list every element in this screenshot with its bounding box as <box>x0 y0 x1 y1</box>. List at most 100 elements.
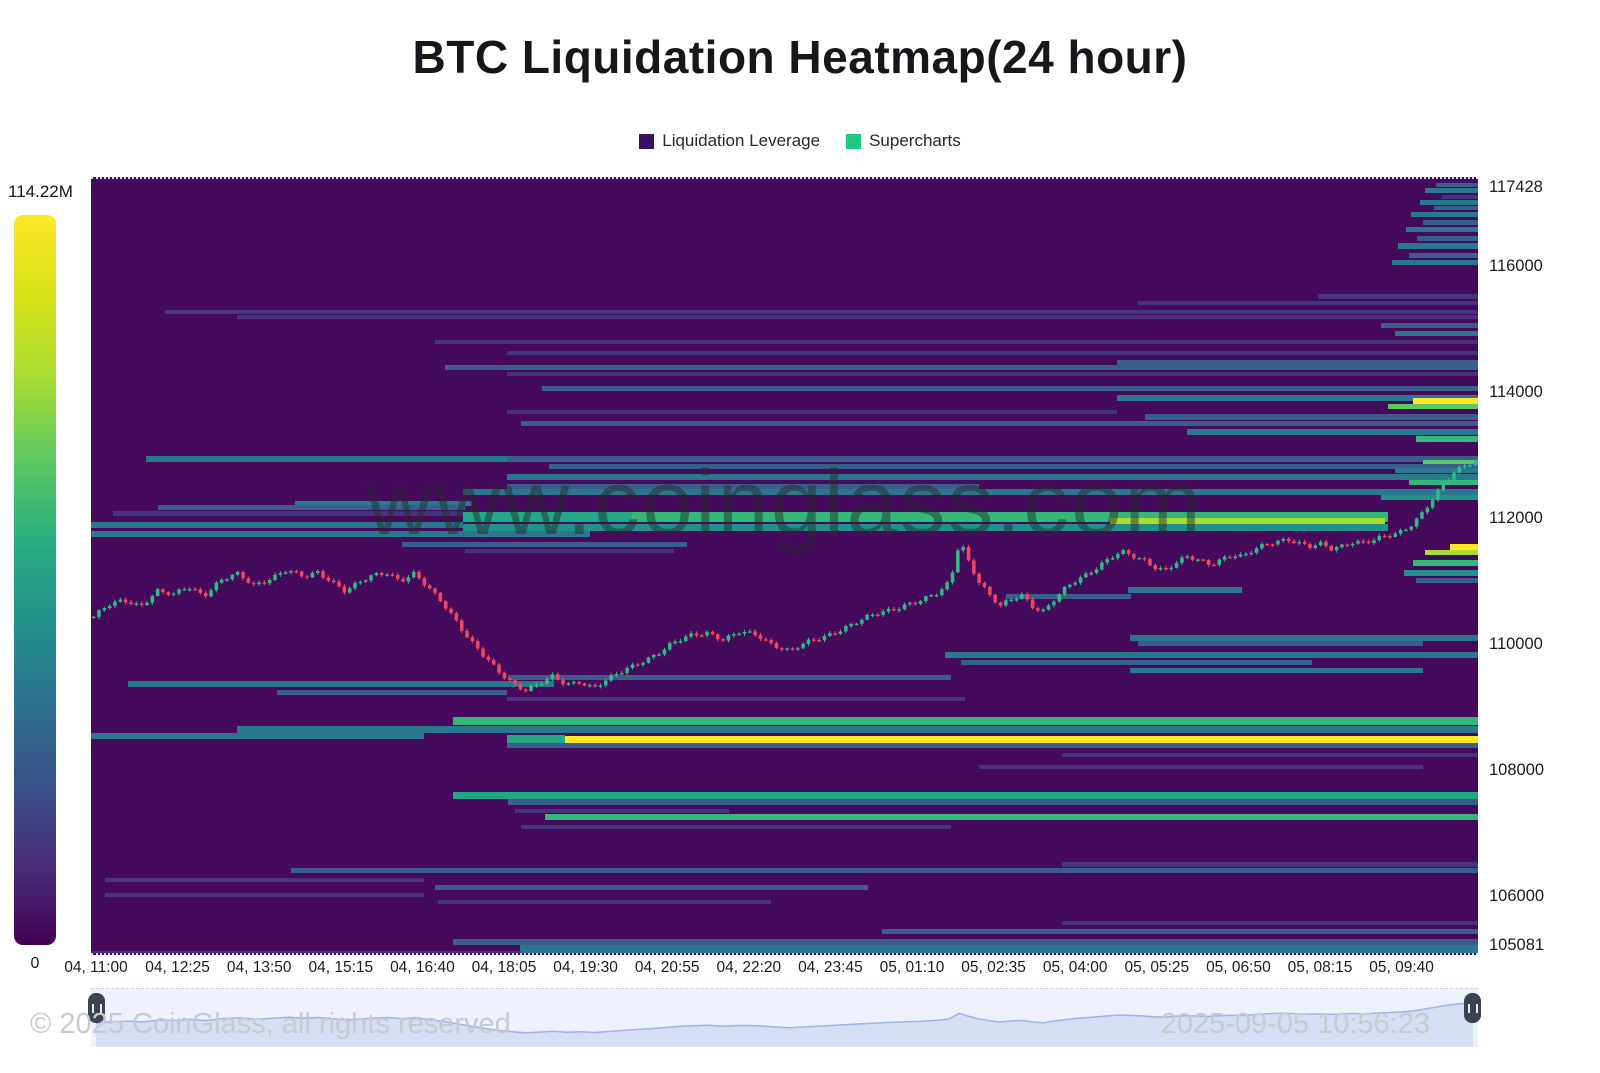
time-tick-label: 04, 23:45 <box>798 959 863 976</box>
heatmap-band <box>1404 569 1478 576</box>
copyright-text: © 2025 CoinGlass, all rights reserved <box>30 1008 511 1040</box>
heatmap-band <box>1186 429 1478 436</box>
heatmap-band <box>519 944 1478 951</box>
heatmap-band <box>434 884 868 890</box>
heatmap-band <box>1380 323 1478 329</box>
heatmap-band <box>1415 436 1478 443</box>
heatmap-band <box>1061 753 1478 758</box>
heatmap-band <box>1450 543 1478 551</box>
heatmap-band <box>1405 227 1478 233</box>
heatmap-band <box>507 410 1118 415</box>
chart-legend: Liquidation Leverage Supercharts <box>0 131 1600 151</box>
heatmap-band <box>462 523 1388 531</box>
heatmap-band <box>544 814 1478 821</box>
heatmap-band <box>1392 260 1478 266</box>
heatmap-band <box>91 951 521 953</box>
price-candlestick-layer <box>91 459 1478 694</box>
heatmap-band <box>276 689 508 695</box>
heatmap-band <box>1422 219 1478 225</box>
heatmap-band <box>91 530 591 537</box>
price-tick-label: 108000 <box>1489 761 1545 780</box>
heatmap-band <box>1061 861 1478 867</box>
heatmap-band <box>462 489 1478 496</box>
time-tick-label: 05, 06:50 <box>1206 959 1271 976</box>
colorbar-max-label: 114.22M <box>8 182 73 201</box>
heatmap-band <box>1006 594 1132 600</box>
heatmap-band <box>507 351 1478 356</box>
heatmap-band <box>104 893 424 898</box>
navigator-right-handle[interactable] <box>1464 993 1481 1023</box>
heatmap-band <box>1387 404 1478 410</box>
heatmap-band <box>91 522 463 529</box>
time-tick-label: 04, 16:40 <box>390 959 455 976</box>
snapshot-timestamp: 2025-09-05 10:56:23 <box>1160 1008 1430 1040</box>
heatmap-band <box>507 372 1478 377</box>
intensity-colorbar <box>14 215 56 945</box>
navigator-minichart <box>95 1002 1474 1047</box>
heatmap-band <box>978 764 1423 769</box>
time-tick-label: 05, 05:25 <box>1124 959 1190 976</box>
heatmap-band <box>1436 182 1478 187</box>
heatmap-band <box>1138 301 1478 305</box>
heatmap-band <box>1419 199 1478 205</box>
heatmap-band <box>104 878 424 883</box>
heatmap-band <box>565 736 1478 745</box>
heatmap-band <box>520 824 951 829</box>
page-title: BTC Liquidation Heatmap(24 hour) <box>412 31 1188 83</box>
legend-label: Supercharts <box>869 131 961 150</box>
legend-item-supercharts[interactable]: Supercharts <box>846 131 961 151</box>
navigator-left-handle[interactable] <box>88 993 105 1023</box>
heatmap-band <box>1318 294 1478 300</box>
time-tick-label: 04, 20:55 <box>634 959 700 976</box>
heatmap-band <box>1412 560 1478 567</box>
legend-swatch-purple <box>639 133 655 149</box>
heatmap-band <box>453 717 1478 726</box>
time-tick-label: 04, 19:30 <box>553 959 618 976</box>
heatmap-band <box>520 421 1478 427</box>
heatmap-band <box>236 726 1478 734</box>
heatmap-band <box>444 364 1478 370</box>
heatmap-band <box>548 464 1478 470</box>
price-tick-label: 116000 <box>1489 256 1543 275</box>
time-tick-label: 04, 12:25 <box>145 959 210 976</box>
heatmap-band <box>1416 236 1478 242</box>
heatmap-band <box>1061 921 1478 926</box>
heatmap-band <box>1411 212 1478 218</box>
heatmap-band <box>960 659 1312 665</box>
heatmap-band <box>1415 577 1478 583</box>
heatmap-band <box>1397 243 1478 250</box>
heatmap-band <box>1394 468 1478 474</box>
heatmap-plot-area[interactable]: www.coinglass.com <box>91 177 1478 955</box>
heatmap-band <box>1408 252 1478 258</box>
legend-item-liquidation-leverage[interactable]: Liquidation Leverage <box>639 131 820 151</box>
heatmap-band <box>1433 206 1478 211</box>
heatmap-band <box>128 680 555 687</box>
heatmap-band <box>508 674 951 680</box>
heatmap-band <box>520 951 1478 953</box>
heatmap-band <box>507 697 965 702</box>
heatmap-band <box>1138 641 1423 647</box>
time-tick-label: 05, 02:35 <box>961 959 1026 976</box>
heatmap-band <box>508 799 1478 806</box>
time-tick-label: 05, 09:40 <box>1369 959 1434 976</box>
heatmap-band <box>453 791 1478 799</box>
heatmap-band <box>541 386 1478 392</box>
range-navigator[interactable] <box>88 988 1481 1047</box>
heatmap-band <box>146 455 508 462</box>
heatmap-band <box>507 483 979 489</box>
heatmap-band <box>1117 359 1478 365</box>
heatmap-band <box>401 542 688 548</box>
heatmap-band <box>437 900 771 905</box>
colorbar-min-label: 0 <box>30 955 40 972</box>
heatmap-band <box>465 549 674 554</box>
heatmap-band <box>453 938 1478 945</box>
heatmap-band <box>1129 634 1478 641</box>
heatmap-band <box>507 735 566 744</box>
time-tick-label: 04, 22:20 <box>716 959 782 976</box>
pause-icon <box>1467 1003 1478 1013</box>
legend-swatch-green <box>846 133 862 149</box>
heatmap-band <box>91 732 424 739</box>
time-tick-label: 04, 13:50 <box>226 959 292 976</box>
heatmap-band <box>1110 518 1386 525</box>
